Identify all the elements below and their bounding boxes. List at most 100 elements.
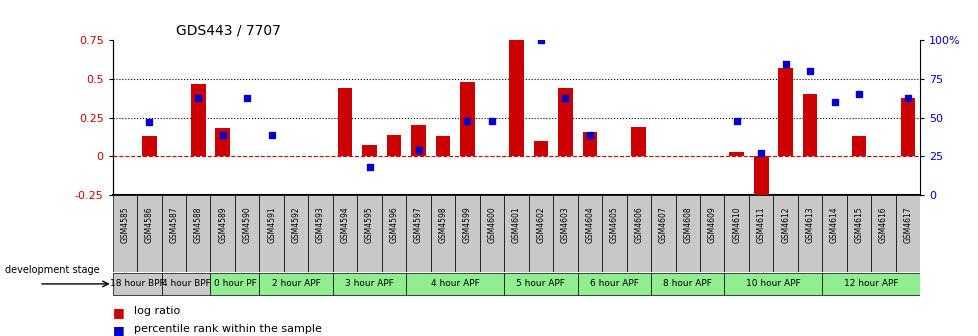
Bar (259, 195, 284, 272)
Bar (699, 195, 724, 272)
Bar (900, 97, 914, 156)
Text: GSM4613: GSM4613 (805, 206, 814, 243)
Text: GDS443 / 7707: GDS443 / 7707 (176, 24, 281, 38)
Bar (675, 195, 699, 272)
Text: GSM4606: GSM4606 (634, 206, 643, 243)
Bar (479, 195, 504, 272)
Bar (210, 195, 235, 272)
Bar (631, 127, 645, 156)
Text: ■: ■ (112, 306, 124, 319)
Text: percentile rank within the sample: percentile rank within the sample (134, 324, 322, 334)
Bar (533, 141, 548, 156)
Text: GSM4604: GSM4604 (585, 206, 594, 243)
Text: GSM4585: GSM4585 (120, 206, 129, 243)
Bar (626, 195, 650, 272)
Text: GSM4589: GSM4589 (218, 206, 227, 243)
Bar (142, 136, 156, 156)
Bar (509, 40, 523, 156)
Text: development stage: development stage (5, 265, 100, 276)
Text: GSM4609: GSM4609 (707, 206, 716, 243)
Text: 8 hour APF: 8 hour APF (663, 280, 711, 288)
Bar (724, 195, 748, 272)
Text: 6 hour APF: 6 hour APF (590, 280, 638, 288)
Bar (504, 274, 577, 294)
Text: GSM4591: GSM4591 (267, 206, 276, 243)
Bar (386, 135, 401, 156)
Text: GSM4593: GSM4593 (316, 206, 325, 243)
Bar (753, 156, 768, 203)
Text: GSM4588: GSM4588 (194, 206, 202, 243)
Text: GSM4612: GSM4612 (780, 206, 789, 243)
Bar (557, 88, 572, 156)
Text: GSM4596: GSM4596 (389, 206, 398, 243)
Bar (851, 136, 866, 156)
Bar (773, 195, 797, 272)
Bar (406, 274, 504, 294)
Bar (724, 274, 822, 294)
Text: 4 hour APF: 4 hour APF (430, 280, 479, 288)
Text: GSM4615: GSM4615 (854, 206, 863, 243)
Bar (411, 125, 425, 156)
Text: GSM4614: GSM4614 (829, 206, 838, 243)
Text: GSM4616: GSM4616 (878, 206, 887, 243)
Text: GSM4598: GSM4598 (438, 206, 447, 243)
Bar (191, 84, 205, 156)
Bar (455, 195, 479, 272)
Bar (797, 195, 822, 272)
Text: GSM4602: GSM4602 (536, 206, 545, 243)
Bar (435, 136, 450, 156)
Bar (337, 88, 352, 156)
Bar (333, 274, 406, 294)
Text: GSM4587: GSM4587 (169, 206, 178, 243)
Text: 3 hour APF: 3 hour APF (345, 280, 393, 288)
Bar (362, 145, 377, 156)
Text: GSM4597: GSM4597 (414, 206, 422, 243)
Bar (161, 195, 186, 272)
Bar (822, 195, 846, 272)
Bar (582, 131, 597, 156)
Bar (210, 274, 259, 294)
Bar (748, 195, 773, 272)
Bar (553, 195, 577, 272)
Bar (504, 195, 528, 272)
Text: GSM4600: GSM4600 (487, 206, 496, 243)
Bar (430, 195, 455, 272)
Bar (895, 195, 919, 272)
Text: GSM4603: GSM4603 (560, 206, 569, 243)
Text: GSM4608: GSM4608 (683, 206, 691, 243)
Bar (112, 195, 137, 272)
Bar (650, 195, 675, 272)
Bar (308, 195, 333, 272)
Text: 2 hour APF: 2 hour APF (272, 280, 320, 288)
Bar (284, 195, 308, 272)
Bar (650, 274, 724, 294)
Bar (381, 195, 406, 272)
Text: GSM4594: GSM4594 (340, 206, 349, 243)
Text: GSM4607: GSM4607 (658, 206, 667, 243)
Bar (528, 195, 553, 272)
Text: GSM4611: GSM4611 (756, 206, 765, 243)
Bar (357, 195, 381, 272)
Text: ■: ■ (112, 324, 124, 336)
Bar (778, 68, 792, 156)
Text: log ratio: log ratio (134, 306, 180, 316)
Text: 18 hour BPF: 18 hour BPF (110, 280, 164, 288)
Text: GSM4610: GSM4610 (732, 206, 740, 243)
Text: 4 hour BPF: 4 hour BPF (161, 280, 210, 288)
Bar (729, 152, 743, 156)
Bar (186, 195, 210, 272)
Bar (577, 195, 601, 272)
Bar (870, 195, 895, 272)
Text: 10 hour APF: 10 hour APF (745, 280, 800, 288)
Text: GSM4617: GSM4617 (903, 206, 911, 243)
Text: 5 hour APF: 5 hour APF (516, 280, 564, 288)
Text: GSM4592: GSM4592 (291, 206, 300, 243)
Bar (846, 195, 870, 272)
Text: GSM4601: GSM4601 (511, 206, 520, 243)
Bar (802, 94, 817, 156)
Bar (333, 195, 357, 272)
Text: GSM4586: GSM4586 (145, 206, 154, 243)
Bar (822, 274, 919, 294)
Bar (406, 195, 430, 272)
Text: 12 hour APF: 12 hour APF (843, 280, 898, 288)
